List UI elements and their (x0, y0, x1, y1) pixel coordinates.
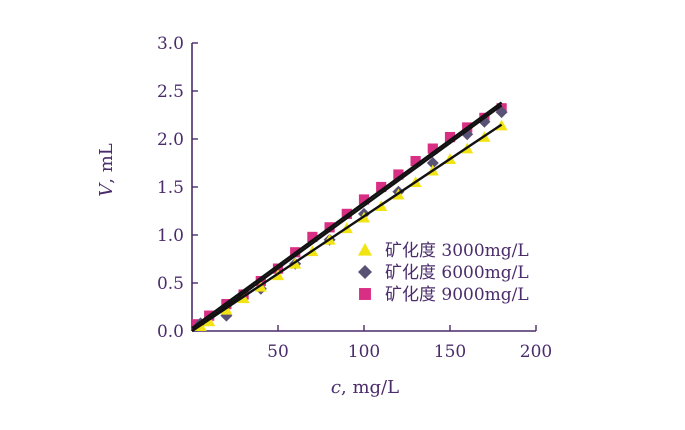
marks (191, 101, 508, 332)
fit-line (191, 104, 503, 332)
data-point (410, 155, 421, 167)
data-point (495, 106, 508, 119)
x-tick-label: 50 (267, 342, 289, 362)
axes: 0.0 0.5 1.0 1.5 2.0 2.5 3.0 50 100 150 200 (157, 34, 552, 362)
y-tick-label: 0.0 (157, 322, 184, 342)
y-axis-title: V, mL (96, 143, 117, 197)
y-tick-label: 0.5 (157, 274, 184, 294)
legend-label: 矿化度 9000mg/L (385, 285, 529, 305)
fit-line (191, 101, 503, 330)
legend-label: 矿化度 6000mg/L (385, 263, 529, 283)
data-point (393, 169, 404, 180)
data-point (426, 157, 439, 169)
data-point (358, 194, 370, 205)
x-tick-label: 150 (434, 342, 466, 362)
y-tick-label: 3.0 (157, 34, 184, 54)
y-tick-label: 1.0 (157, 226, 184, 246)
x-tick-label: 200 (520, 342, 552, 362)
legend-marker (359, 288, 371, 300)
data-point (444, 131, 456, 143)
data-point (427, 143, 438, 154)
x-tick-label: 100 (348, 342, 380, 362)
data-point (376, 181, 387, 193)
data-point (307, 231, 318, 243)
y-tick-label: 1.5 (157, 178, 184, 198)
y-tick-label: 2.0 (157, 130, 184, 150)
x-axis-title: c, mg/L (331, 377, 399, 398)
legend-marker (358, 243, 372, 256)
legend-marker (358, 265, 372, 279)
legend-label: 矿化度 3000mg/L (385, 241, 529, 261)
fit-line (191, 123, 503, 332)
y-tick-label: 2.5 (157, 82, 184, 102)
